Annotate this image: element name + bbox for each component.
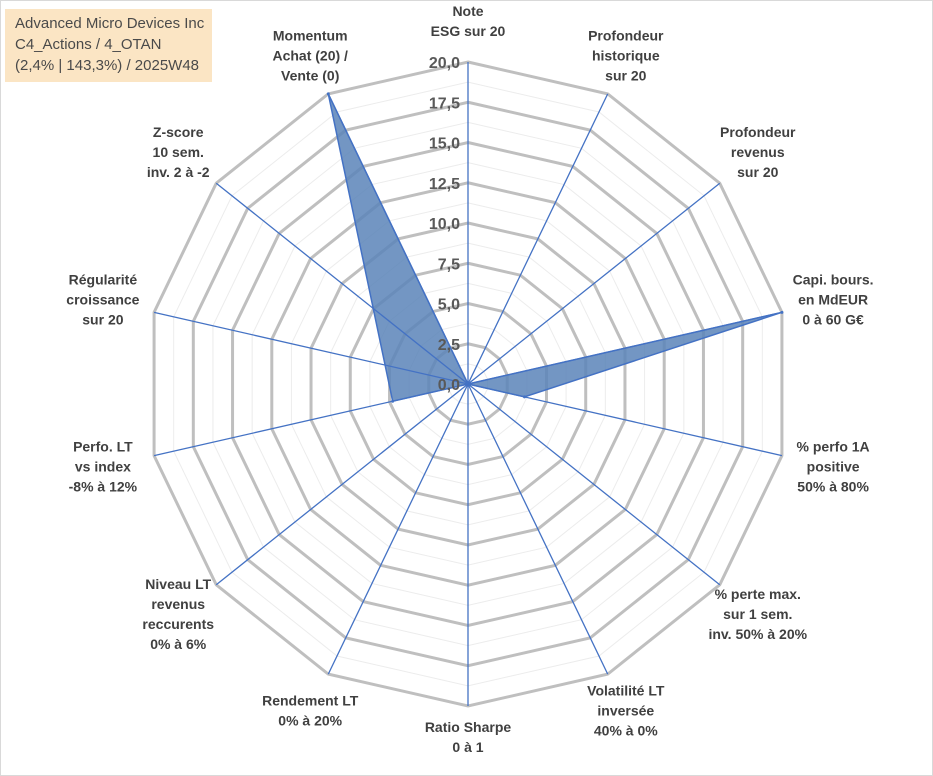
category-label-line: 40% à 0% [594, 723, 658, 739]
category-label-line: 50% à 80% [797, 478, 869, 494]
category-label-line: inv. 2 à -2 [147, 164, 210, 180]
tick-label: 0,0 [438, 377, 460, 394]
category-label-line: Z-score [153, 124, 204, 140]
axis-line [215, 383, 469, 586]
category-label: Profondeur historique sur 20 [588, 27, 664, 83]
category-label: Z-score 10 sem. inv. 2 à -2 [147, 124, 210, 180]
category-label-line: sur 1 sem. [723, 606, 792, 622]
chart-title-box: Advanced Micro Devices Inc C4_Actions / … [5, 9, 213, 82]
category-label: Note ESG sur 20 [431, 3, 506, 39]
category-label-line: 0 à 1 [452, 739, 483, 755]
tick-label: 12,5 [429, 176, 460, 193]
category-label-line: positive [807, 458, 860, 474]
category-label-line: vs index [75, 458, 131, 474]
category-label-line: 0 à 60 G€ [802, 312, 864, 328]
series-area [327, 93, 783, 403]
category-label-line: ESG sur 20 [431, 23, 506, 39]
title-category: C4_Actions / 4_OTAN [15, 36, 162, 53]
category-label-line: 0% à 6% [150, 636, 207, 652]
axis-line [467, 311, 783, 385]
category-label-line: Rendement LT [262, 693, 359, 709]
category-label-line: Vente (0) [281, 67, 339, 83]
category-label-line: Profondeur [588, 27, 664, 43]
category-label-line: Ratio Sharpe [425, 719, 512, 735]
category-label-line: sur 20 [82, 312, 123, 328]
category-label-line: Achat (20) / [272, 47, 348, 63]
axis-line [467, 383, 721, 586]
category-label: Volatilité LT inversée 40% à 0% [587, 683, 665, 739]
axis-line [153, 383, 469, 457]
tick-label: 5,0 [438, 297, 460, 314]
category-label: Rendement LT 0% à 20% [262, 693, 359, 729]
category-label-line: revenus [731, 144, 785, 160]
category-label-line: Perfo. LT [73, 438, 133, 454]
category-label: Niveau LT revenus reccurents 0% à 6% [142, 576, 214, 652]
category-label-line: % perfo 1A [797, 438, 870, 454]
title-stats: (2,4% | 143,3%) / 2025W48 [15, 57, 199, 74]
category-label: % perte max. sur 1 sem. inv. 50% à 20% [708, 586, 807, 642]
category-label: Momentum Achat (20) / Vente (0) [272, 27, 348, 83]
category-label-line: sur 20 [605, 67, 646, 83]
axis-line [153, 311, 469, 385]
tick-label: 10,0 [429, 216, 460, 233]
tick-label: 2,5 [438, 337, 460, 354]
category-label-line: % perte max. [715, 586, 801, 602]
category-label-line: croissance [66, 292, 139, 308]
tick-label: 7,5 [438, 256, 460, 273]
category-label-line: reccurents [142, 616, 214, 632]
category-label-line: sur 20 [737, 164, 778, 180]
category-label-line: 0% à 20% [278, 713, 342, 729]
category-label: Ratio Sharpe 0 à 1 [425, 719, 512, 755]
axis-line [467, 383, 609, 675]
category-label-line: Profondeur [720, 124, 796, 140]
tick-label: 15,0 [429, 136, 460, 153]
axis-line [215, 182, 469, 385]
category-label-line: historique [592, 47, 660, 63]
category-label-line: Momentum [273, 27, 348, 43]
category-label: Régularité croissance sur 20 [66, 272, 139, 328]
axis-line [467, 93, 609, 385]
axis-line [327, 383, 469, 675]
category-label-line: -8% à 12% [69, 478, 138, 494]
category-label-line: revenus [151, 596, 205, 612]
category-label: Capi. bours. en MdEUR 0 à 60 G€ [793, 272, 874, 328]
tick-label: 17,5 [429, 95, 460, 112]
category-label: Perfo. LT vs index -8% à 12% [69, 438, 138, 494]
category-label-line: en MdEUR [798, 292, 868, 308]
category-label-line: Note [452, 3, 483, 19]
category-label-line: Volatilité LT [587, 683, 665, 699]
title-company: Advanced Micro Devices Inc [15, 15, 205, 32]
tick-label: 20,0 [429, 55, 460, 72]
axis-line [327, 93, 469, 385]
axis-line [467, 182, 721, 385]
category-label-line: inversée [597, 703, 654, 719]
category-label-line: inv. 50% à 20% [708, 626, 807, 642]
category-label: % perfo 1A positive 50% à 80% [797, 438, 870, 494]
category-label: Profondeur revenus sur 20 [720, 124, 796, 180]
category-label-line: Niveau LT [145, 576, 211, 592]
category-label-line: Capi. bours. [793, 272, 874, 288]
axis-line [467, 383, 783, 457]
category-label-line: Régularité [69, 272, 138, 288]
category-label-line: 10 sem. [153, 144, 204, 160]
